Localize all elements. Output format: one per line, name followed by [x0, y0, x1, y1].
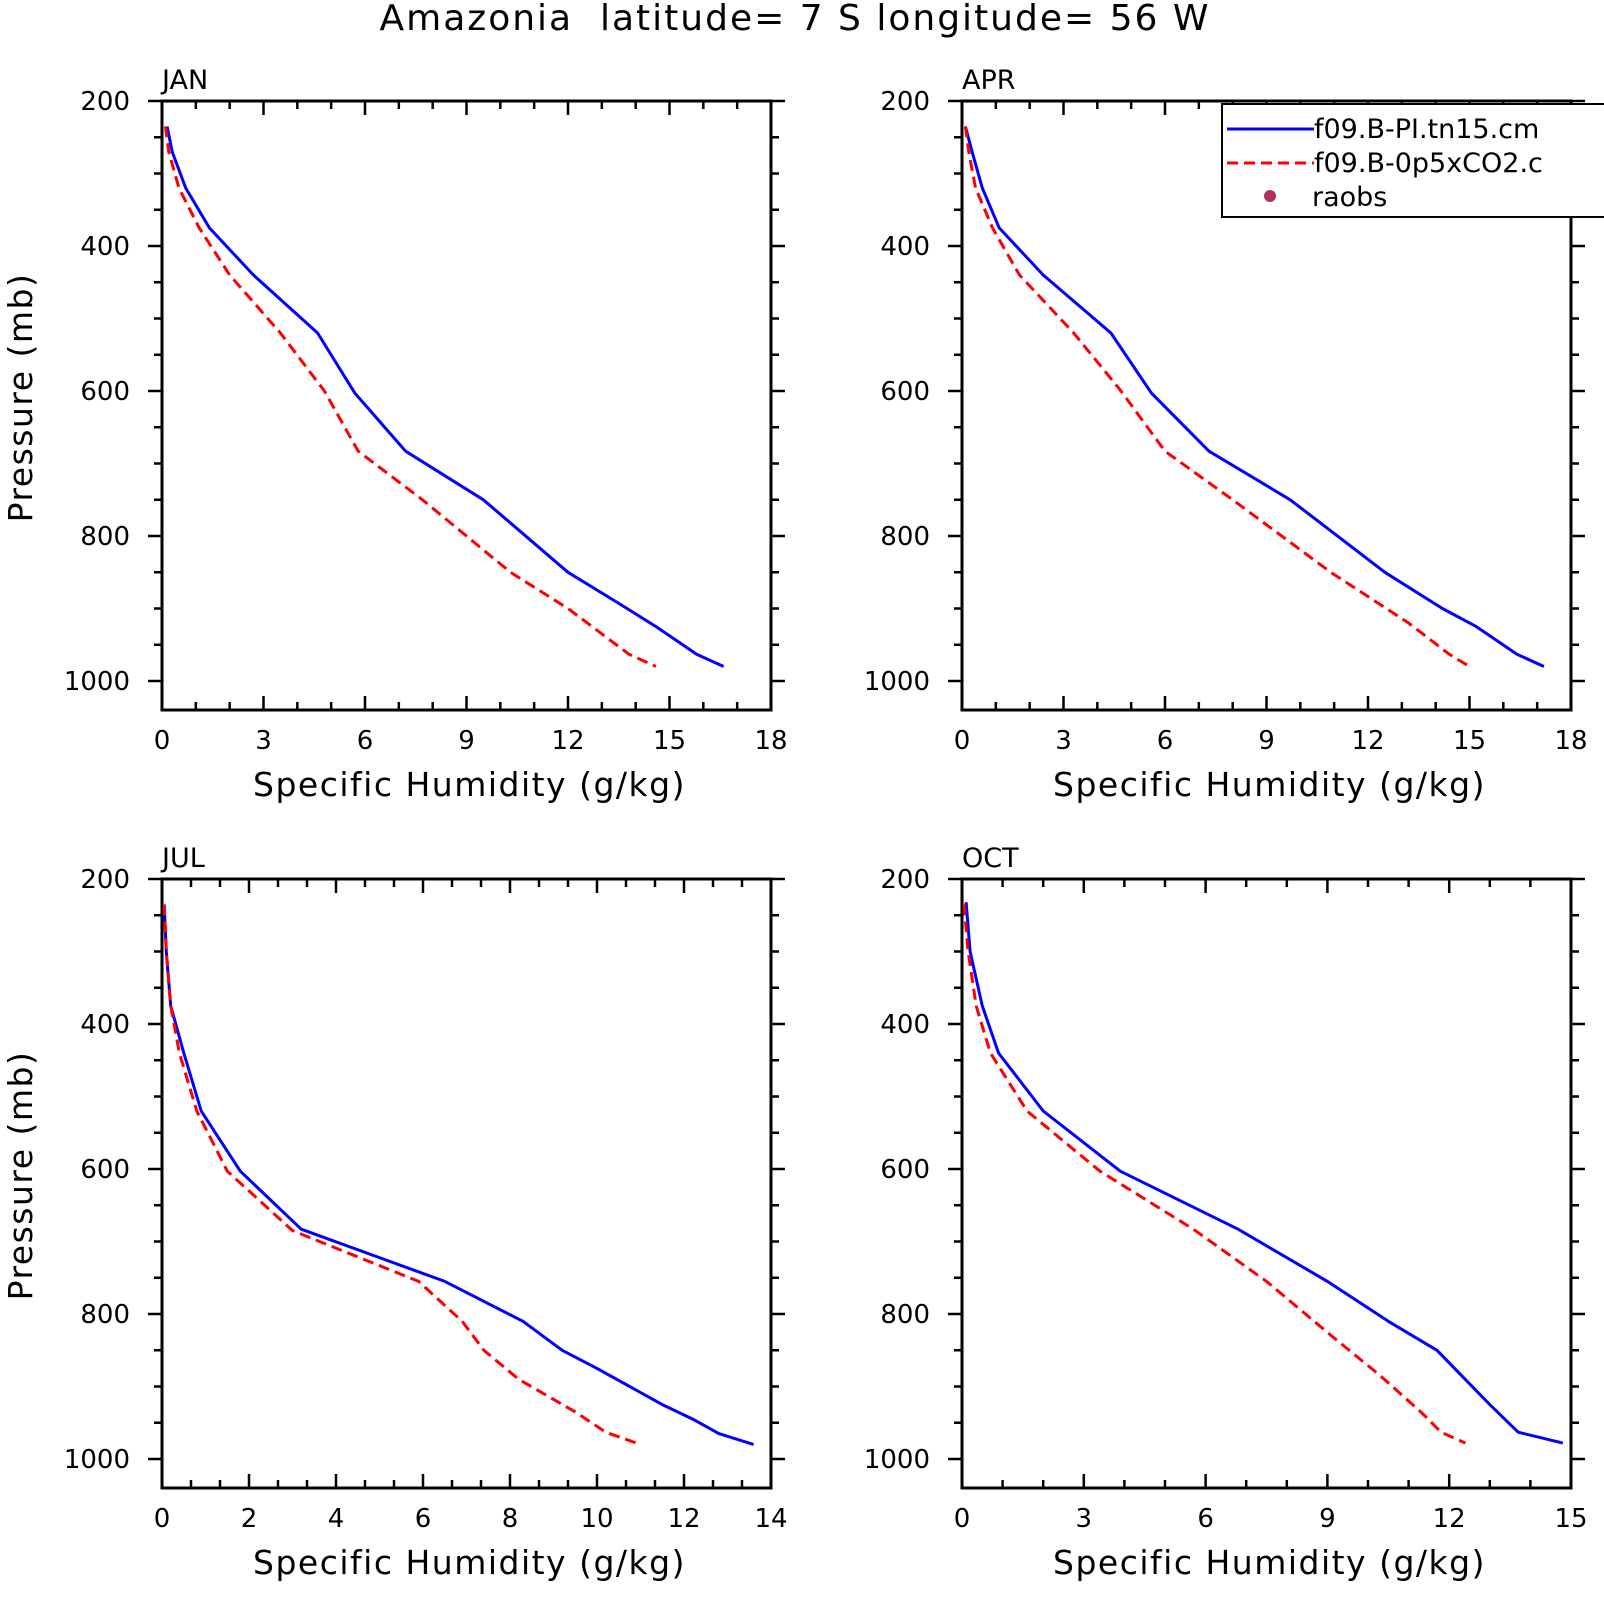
y-tick-label: 600 — [880, 1155, 930, 1185]
plot-frame — [160, 877, 773, 1490]
x-tick-label: 6 — [357, 726, 374, 756]
x-tick-label: 15 — [653, 726, 686, 756]
x-axis-label: Specific Humidity (g/kg) — [253, 1543, 686, 1582]
x-tick-label: 15 — [1554, 1504, 1587, 1534]
x-tick-label: 3 — [1076, 1504, 1093, 1534]
x-tick-label: 2 — [241, 1504, 258, 1534]
y-tick-label: 1000 — [64, 667, 130, 697]
x-tick-label: 18 — [754, 726, 787, 756]
x-tick-label: 0 — [954, 726, 971, 756]
legend-marker-dot — [1264, 190, 1276, 202]
x-axis-label: Specific Humidity (g/kg) — [253, 765, 686, 804]
x-tick-label: 10 — [580, 1504, 613, 1534]
x-tick-label: 3 — [255, 726, 272, 756]
x-tick-label: 0 — [154, 726, 171, 756]
x-tick-label: 12 — [1433, 1504, 1466, 1534]
legend-label: raobs — [1312, 182, 1387, 213]
x-tick-label: 18 — [1554, 726, 1587, 756]
y-axis-label: Pressure (mb) — [1, 273, 40, 523]
x-tick-label: 12 — [667, 1504, 700, 1534]
y-tick-label: 600 — [880, 377, 930, 407]
y-axis-label: Pressure (mb) — [1, 1051, 40, 1301]
x-tick-label: 0 — [154, 1504, 171, 1534]
panel-label: APR — [962, 65, 1016, 96]
legend-label: f09.B-0p5xCO2.c — [1314, 148, 1543, 179]
x-tick-label: 12 — [1351, 726, 1384, 756]
plot-frame — [160, 99, 773, 712]
x-tick-label: 9 — [1258, 726, 1275, 756]
y-tick-label: 800 — [80, 1300, 130, 1330]
x-tick-label: 6 — [415, 1504, 432, 1534]
series-line-solid — [964, 902, 1564, 1445]
x-tick-label: 12 — [551, 726, 584, 756]
x-tick-label: 9 — [1319, 1504, 1336, 1534]
y-tick-label: 800 — [880, 1300, 930, 1330]
x-tick-label: 8 — [502, 1504, 519, 1534]
x-tick-label: 14 — [754, 1504, 787, 1534]
y-tick-label: 600 — [80, 377, 130, 407]
y-tick-label: 1000 — [64, 1445, 130, 1475]
series-line-dashed — [163, 126, 657, 668]
x-axis-label: Specific Humidity (g/kg) — [1053, 1543, 1486, 1582]
panel-label: JUL — [160, 843, 205, 874]
legend-box — [1221, 103, 1604, 218]
x-tick-label: 15 — [1453, 726, 1486, 756]
panel-label: OCT — [962, 843, 1019, 874]
series-line-dashed — [963, 126, 1471, 668]
y-tick-label: 200 — [80, 87, 130, 117]
panel-jul: 0 2 4 6 8 10 12 14 200 400 600 800 1000 JUL Specific H… — [1, 843, 788, 1582]
panel-label: JAN — [160, 65, 208, 96]
panel-oct: 0 3 6 9 12 15 200 400 600 800 1000 OCT Specific Humi… — [864, 843, 1588, 1582]
plot-frame — [960, 877, 1573, 1490]
x-tick-label: 6 — [1197, 1504, 1214, 1534]
y-tick-label: 800 — [80, 522, 130, 552]
x-tick-label: 3 — [1055, 726, 1072, 756]
y-tick-label: 400 — [880, 1010, 930, 1040]
figure-title: Amazonia latitude= 7 S longitude= 56 W — [380, 0, 1211, 39]
legend-label: f09.B-PI.tn15.cm — [1314, 114, 1539, 145]
x-tick-label: 6 — [1157, 726, 1174, 756]
panel-jan: 0 3 6 9 12 15 18 200 400 600 800 1000 JAN Specific Hu… — [1, 65, 788, 804]
x-tick-label: 0 — [954, 1504, 971, 1534]
y-tick-label: 400 — [80, 1010, 130, 1040]
x-axis-label: Specific Humidity (g/kg) — [1053, 765, 1486, 804]
series-line-dashed — [162, 904, 641, 1446]
series-line-dashed — [962, 904, 1467, 1445]
panel-apr: 0 3 6 9 12 15 18 200 400 600 800 1000 APR Specific Hu… — [864, 65, 1588, 804]
y-tick-label: 400 — [880, 232, 930, 262]
y-tick-label: 600 — [80, 1155, 130, 1185]
series-line-solid — [963, 126, 1545, 668]
y-tick-label: 200 — [80, 865, 130, 895]
y-tick-label: 400 — [80, 232, 130, 262]
y-tick-label: 800 — [880, 522, 930, 552]
series-line-solid — [165, 126, 725, 668]
y-tick-label: 200 — [880, 87, 930, 117]
series-line-solid — [162, 904, 755, 1446]
y-tick-label: 1000 — [864, 667, 930, 697]
y-tick-label: 1000 — [864, 1445, 930, 1475]
x-tick-label: 4 — [328, 1504, 345, 1534]
x-tick-label: 9 — [458, 726, 475, 756]
y-tick-label: 200 — [880, 865, 930, 895]
